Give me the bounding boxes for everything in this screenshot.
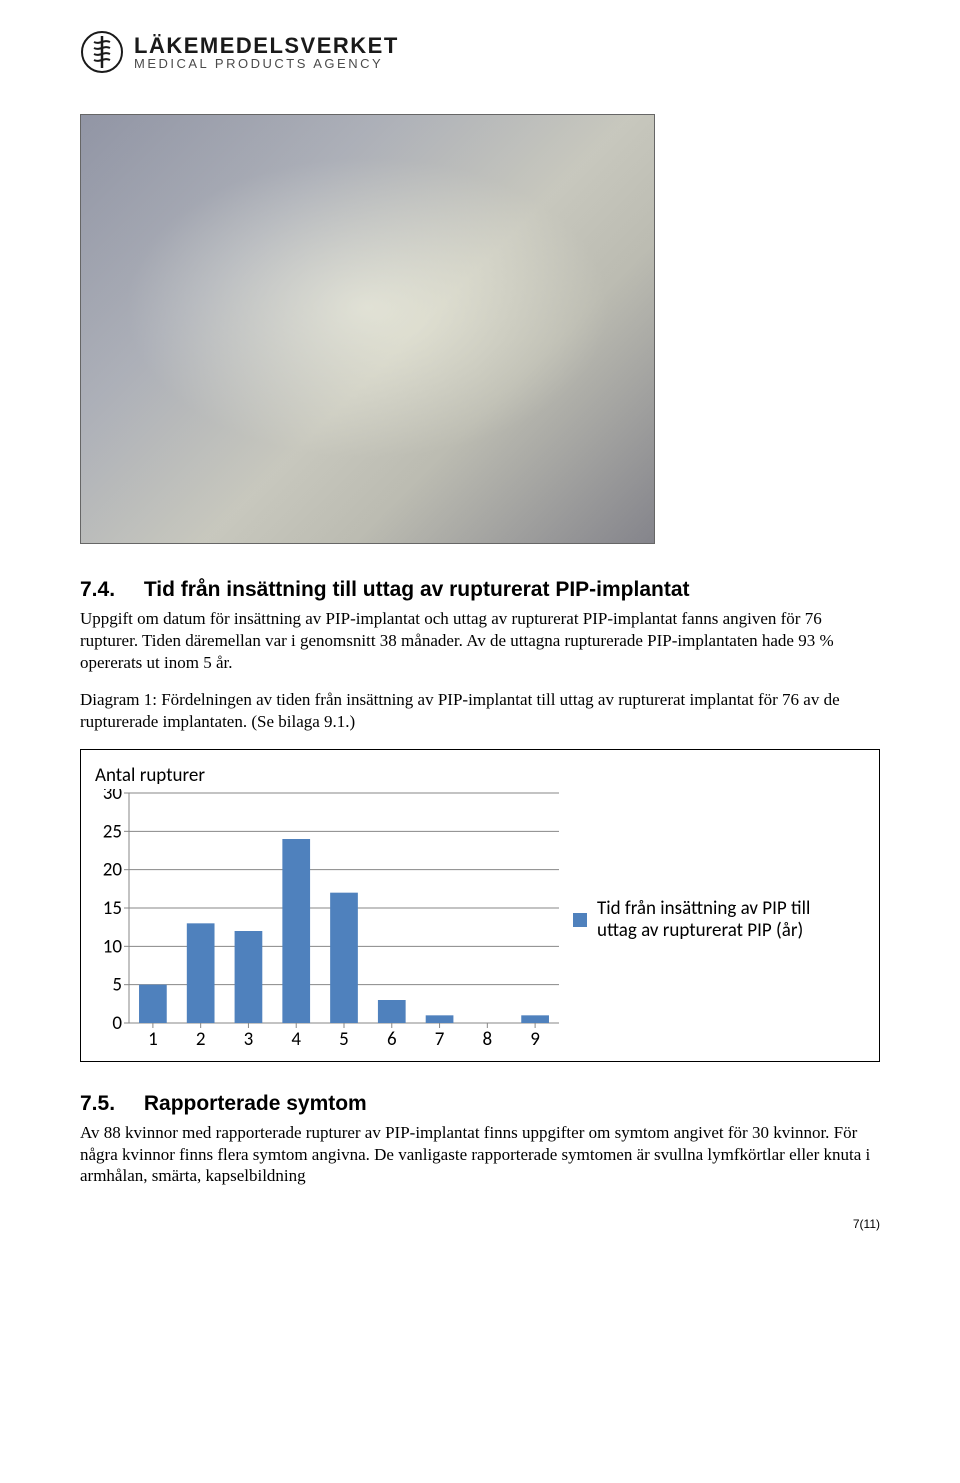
legend-text: Tid från insättning av PIP till uttag av…: [597, 898, 837, 942]
section-number: 7.4.: [80, 578, 138, 602]
svg-text:10: 10: [103, 935, 123, 958]
svg-text:9: 9: [530, 1028, 540, 1051]
svg-text:6: 6: [387, 1028, 397, 1051]
section-number: 7.5.: [80, 1092, 138, 1116]
section-7-4-heading: 7.4. Tid från insättning till uttag av r…: [80, 578, 880, 602]
logo-snake-icon: [80, 30, 124, 74]
svg-text:1: 1: [148, 1028, 158, 1051]
section-title: Rapporterade symtom: [144, 1092, 367, 1115]
legend-swatch-icon: [573, 913, 587, 927]
chart-legend: Tid från insättning av PIP till uttag av…: [563, 789, 837, 1051]
section-7-5-heading: 7.5. Rapporterade symtom: [80, 1092, 880, 1116]
svg-text:8: 8: [483, 1028, 493, 1051]
ruptur-chart: Antal rupturer 0 5 10 15 20 25 30 1 2 3 4 5 6 7 8 9 Tid…: [80, 749, 880, 1062]
svg-text:5: 5: [112, 973, 122, 996]
page-number: 7(11): [80, 1217, 880, 1231]
section-7-4-para-2: Diagram 1: Fördelningen av tiden från in…: [80, 689, 880, 733]
svg-text:20: 20: [103, 858, 123, 881]
section-7-4-para-1: Uppgift om datum för insättning av PIP-i…: [80, 608, 880, 673]
logo-title: LÄKEMEDELSVERKET: [134, 34, 399, 57]
svg-text:4: 4: [291, 1028, 301, 1051]
svg-text:5: 5: [339, 1028, 349, 1051]
svg-text:25: 25: [103, 820, 122, 843]
header-logo: LÄKEMEDELSVERKET MEDICAL PRODUCTS AGENCY: [80, 30, 880, 74]
implant-photo: [80, 114, 655, 544]
svg-text:3: 3: [244, 1028, 254, 1051]
svg-text:7: 7: [435, 1028, 445, 1051]
svg-text:2: 2: [196, 1028, 206, 1051]
bar-chart-svg: 0 5 10 15 20 25 30 1 2 3 4 5 6 7 8 9: [95, 789, 563, 1051]
chart-title: Antal rupturer: [95, 764, 865, 787]
section-title: Tid från insättning till uttag av ruptur…: [144, 578, 690, 601]
svg-text:30: 30: [103, 789, 123, 805]
svg-text:15: 15: [103, 897, 122, 920]
logo-subtitle: MEDICAL PRODUCTS AGENCY: [134, 57, 399, 71]
section-7-5-para-1: Av 88 kvinnor med rapporterade rupturer …: [80, 1122, 880, 1187]
svg-text:0: 0: [112, 1012, 122, 1035]
